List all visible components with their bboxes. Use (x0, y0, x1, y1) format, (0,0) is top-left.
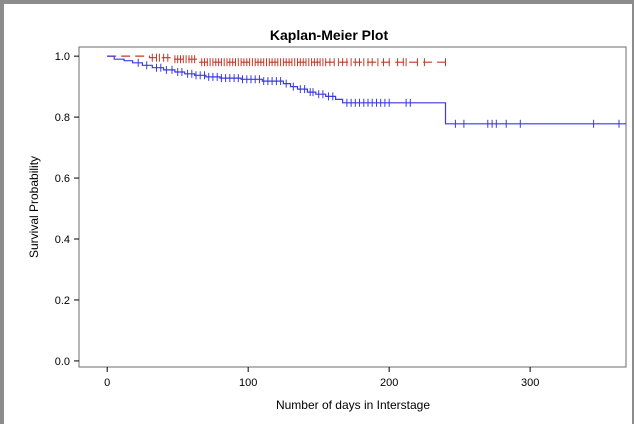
axis-ticks: 0 100 200 300 0.0 0.2 0.4 0.6 0.8 1.0 (55, 51, 540, 389)
y-tick-label: 0.0 (55, 356, 70, 368)
survival-curve-2 (107, 55, 626, 125)
x-tick-label: 200 (380, 377, 398, 389)
x-tick-label: 0 (104, 377, 110, 389)
x-axis-label: Number of days in Interstage (276, 398, 430, 412)
plot-area-border (78, 46, 627, 368)
y-tick-label: 0.8 (55, 112, 70, 124)
y-tick-label: 1.0 (55, 51, 70, 63)
y-tick-label: 0.2 (55, 295, 70, 307)
series-layer (107, 53, 626, 128)
x-tick-label: 300 (521, 377, 539, 389)
y-tick-label: 0.6 (55, 173, 70, 185)
y-tick-label: 0.4 (55, 234, 70, 246)
survival-curve-1 (107, 55, 449, 63)
y-axis-label: Survival Probability (27, 156, 41, 258)
chart-title: Kaplan-Meier Plot (270, 27, 389, 43)
x-tick-label: 100 (239, 377, 257, 389)
